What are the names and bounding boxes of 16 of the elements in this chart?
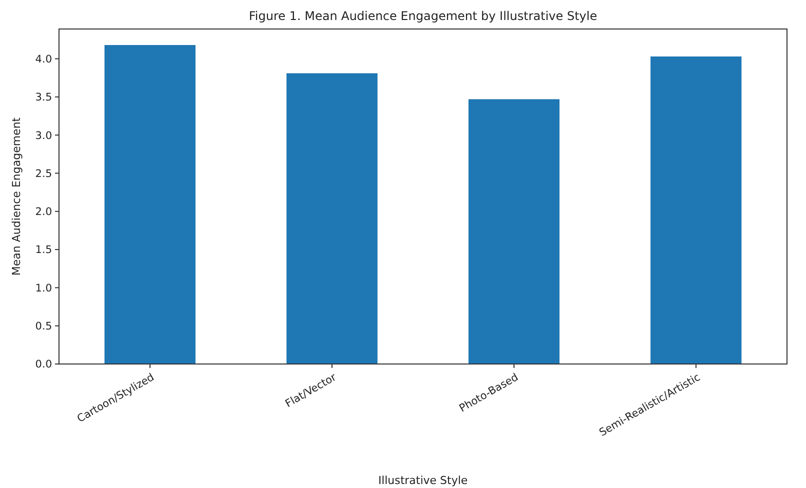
y-tick-label: 3.5 [35, 92, 52, 104]
y-tick-label: 4.0 [35, 53, 52, 66]
chart-title: Figure 1. Mean Audience Engagement by Illustrative Style [248, 9, 598, 23]
y-tick-label: 3.0 [35, 130, 52, 142]
y-tick-label: 1.0 [35, 282, 52, 294]
bar [468, 99, 560, 364]
bar [650, 56, 742, 364]
y-tick-label: 0.0 [35, 358, 52, 371]
bar [286, 73, 378, 364]
y-tick-label: 2.5 [35, 168, 52, 180]
x-axis-title: Illustrative Style [378, 474, 468, 487]
bar [104, 45, 196, 364]
y-tick-label: 2.0 [35, 206, 52, 218]
y-tick-label: 0.5 [35, 320, 52, 333]
y-tick-label: 1.5 [35, 244, 52, 256]
y-axis-title: Mean Audience Engagement [10, 116, 23, 276]
